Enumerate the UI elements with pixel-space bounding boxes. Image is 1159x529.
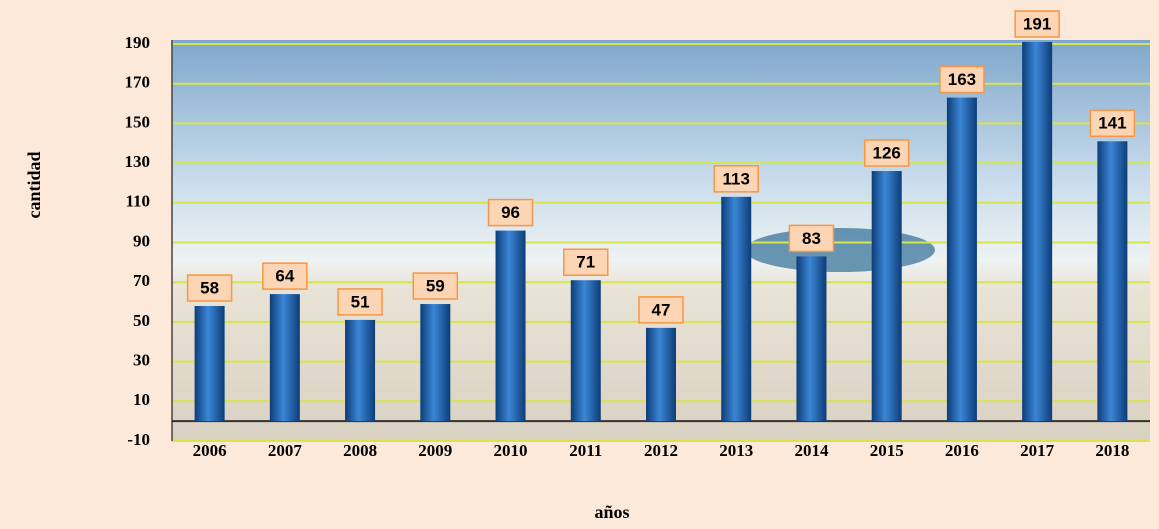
chart: cantidad años -10 10 30 50 70 90 110 130 150 170 1… — [0, 0, 1159, 529]
x-tick-label: 2011 — [569, 441, 602, 460]
x-tick-label: 2017 — [1020, 441, 1055, 460]
bar — [1097, 141, 1127, 421]
data-label: 141 — [1098, 114, 1126, 133]
data-label: 64 — [275, 267, 294, 286]
data-label: 83 — [802, 229, 821, 248]
data-label: 191 — [1023, 14, 1051, 33]
x-tick-label: 2006 — [193, 441, 227, 460]
data-label: 96 — [501, 203, 520, 222]
data-label: 126 — [873, 144, 901, 163]
y-tick-label: 30 — [133, 351, 150, 370]
bar — [646, 328, 676, 421]
y-tick-label: 150 — [125, 112, 151, 131]
bar — [420, 304, 450, 421]
data-label: 71 — [576, 253, 595, 272]
bar — [496, 231, 526, 422]
x-tick-label: 2014 — [794, 441, 829, 460]
data-label: 51 — [351, 292, 370, 311]
y-tick-label: 70 — [133, 271, 150, 290]
bar — [721, 197, 751, 421]
y-axis-title: cantidad — [24, 151, 44, 218]
data-label: 163 — [948, 70, 976, 89]
x-tick-label: 2009 — [418, 441, 452, 460]
bar — [947, 98, 977, 422]
x-tick-label: 2013 — [719, 441, 753, 460]
bar — [571, 280, 601, 421]
x-tick-label: 2018 — [1095, 441, 1129, 460]
bar — [1022, 42, 1052, 421]
y-tick-label: 190 — [125, 33, 151, 52]
x-tick-label: 2015 — [870, 441, 904, 460]
data-label: 58 — [200, 279, 219, 298]
y-tick-label: 10 — [133, 390, 150, 409]
bar — [796, 256, 826, 421]
x-tick-label: 2008 — [343, 441, 377, 460]
x-tick-label: 2012 — [644, 441, 678, 460]
data-label: 113 — [723, 169, 750, 188]
y-tick-label: 130 — [125, 152, 151, 171]
y-tick-label: 170 — [125, 73, 151, 92]
y-tick-label: 110 — [125, 192, 150, 211]
data-label: 47 — [652, 300, 671, 319]
umbrella — [745, 228, 935, 272]
x-tick-label: 2010 — [494, 441, 528, 460]
y-tick-label: 50 — [133, 311, 150, 330]
data-label: 59 — [426, 277, 445, 296]
x-tick-label: 2016 — [945, 441, 979, 460]
x-tick-label: 2007 — [268, 441, 303, 460]
bar — [872, 171, 902, 421]
bar — [270, 294, 300, 421]
y-tick-label: 90 — [133, 231, 150, 250]
y-tick-label: -10 — [127, 430, 150, 449]
x-axis-title: años — [594, 502, 629, 522]
bar — [345, 320, 375, 421]
bar — [195, 306, 225, 421]
